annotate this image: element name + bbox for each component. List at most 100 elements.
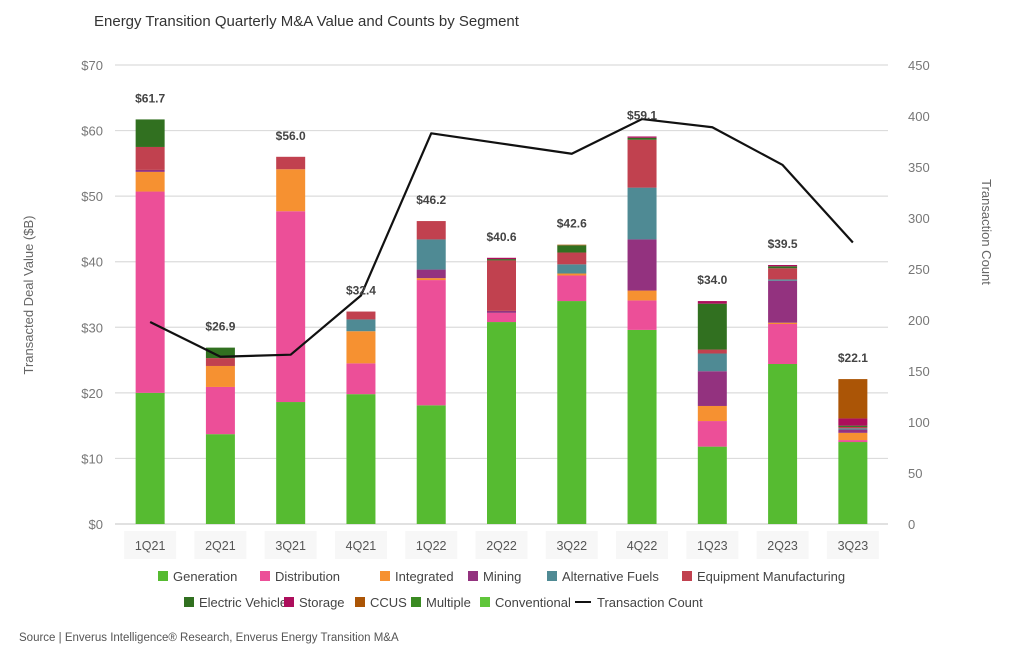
right-tick-label: 150 [908, 364, 930, 379]
bar-segment-alternative-fuels [768, 279, 798, 281]
bar-segment-storage [627, 136, 657, 138]
chart-title: Energy Transition Quarterly M&A Value an… [94, 13, 520, 30]
left-tick-label: $30 [81, 320, 103, 335]
legend-item: Electric Vehicles [184, 595, 294, 610]
right-tick-label: 350 [908, 160, 930, 175]
bar-segment-generation [838, 442, 868, 524]
bar-stack [346, 311, 376, 524]
legend-item: Alternative Fuels [547, 569, 659, 584]
right-axis-ticks: 0 50 100 150 200 250 300 350 400 450 [908, 58, 930, 532]
total-label: $40.6 [486, 230, 516, 244]
category-label: 4Q21 [346, 539, 377, 553]
legend-label: Electric Vehicles [199, 595, 294, 610]
right-tick-label: 450 [908, 58, 930, 73]
right-tick-label: 50 [908, 466, 922, 481]
bar-segment-integrated [627, 290, 657, 301]
total-labels: $61.7 $26.9 $56.0 $32.4 $46.2 $40.6 $42.6 $59.1… [135, 91, 868, 365]
bar-stack [627, 136, 657, 524]
category-label-bg [616, 531, 669, 559]
total-label: $34.0 [697, 273, 727, 287]
bar-segment-equipment-manufacturing [416, 221, 446, 240]
total-label: $46.2 [416, 193, 446, 207]
legend-swatch [158, 571, 168, 581]
bar-segment-distribution [346, 363, 376, 395]
bar-segment-integrated [557, 273, 587, 276]
legend-label: Generation [173, 569, 237, 584]
bar-segment-distribution [276, 211, 306, 403]
total-label: $39.5 [768, 237, 798, 251]
bar-segment-electric-vehicles [487, 259, 516, 261]
bar-segment-equipment-manufacturing [276, 156, 306, 170]
legend-label: Integrated [395, 569, 454, 584]
total-label: $22.1 [838, 351, 868, 365]
bar-stack [487, 257, 516, 524]
bar-segment-alternative-fuels [416, 239, 446, 270]
bar-segment-electric-vehicles [557, 245, 587, 253]
legend-label: Transaction Count [597, 595, 703, 610]
category-label-bg [686, 531, 739, 559]
bar-segment-mining [697, 371, 727, 406]
category-label-bg [405, 531, 458, 559]
bar-stack [768, 264, 798, 524]
category-label-bg [756, 531, 809, 559]
bar-segment-integrated [697, 405, 727, 422]
bar-segment-distribution [768, 324, 798, 365]
bar-segment-distribution [135, 191, 165, 393]
legend-label: Equipment Manufacturing [697, 569, 845, 584]
bar-segment-electric-vehicles [768, 266, 798, 269]
bar-segment-integrated [346, 331, 376, 364]
bar-segment-electric-vehicles [135, 119, 165, 147]
total-label: $42.6 [557, 217, 587, 231]
category-label-bg [124, 531, 177, 559]
category-labels: 1Q21 2Q21 3Q21 4Q21 1Q22 2Q22 3Q22 4Q22 1Q23 2Q23… [124, 531, 879, 559]
bar-segment-integrated [135, 171, 165, 192]
right-tick-label: 200 [908, 313, 930, 328]
left-tick-label: $20 [81, 386, 103, 401]
category-label-bg [475, 531, 528, 559]
bar-segment-generation [487, 322, 516, 524]
category-label: 1Q23 [697, 539, 728, 553]
left-tick-label: $0 [89, 517, 103, 532]
bar-segment-distribution [838, 440, 868, 443]
category-label-bg [264, 531, 317, 559]
bar-segment-alternative-fuels [346, 319, 376, 332]
legend-item: Integrated [380, 569, 454, 584]
bar-segment-generation [697, 446, 727, 524]
right-tick-label: 400 [908, 109, 930, 124]
legend-item: Conventional [480, 595, 571, 610]
legend-swatch [468, 571, 478, 581]
bar-segment-equipment-manufacturing [135, 146, 165, 170]
bars [135, 119, 868, 524]
bar-segment-storage [487, 257, 516, 260]
bar-segment-generation [135, 392, 165, 524]
bar-stack [135, 119, 165, 524]
left-tick-label: $60 [81, 124, 103, 139]
bar-stack [416, 221, 446, 524]
bar-stack [205, 347, 235, 524]
bar-segment-alternative-fuels [627, 187, 657, 240]
bar-segment-electric-vehicles [697, 303, 727, 350]
right-tick-label: 300 [908, 211, 930, 226]
legend-label: Conventional [495, 595, 571, 610]
bar-segment-ccus [557, 244, 587, 246]
legend-swatch [284, 597, 294, 607]
bar-segment-equipment-manufacturing [627, 139, 657, 188]
left-tick-label: $40 [81, 255, 103, 270]
legend-item: Transaction Count [575, 595, 703, 610]
bar-segment-electric-vehicles [205, 347, 235, 359]
category-label-bg [826, 531, 879, 559]
category-label: 2Q22 [486, 539, 517, 553]
right-axis-title: Transaction Count [979, 179, 994, 285]
bar-segment-integrated [276, 169, 306, 212]
source-note: Source | Enverus Intelligence® Research,… [19, 632, 399, 644]
legend-label: CCUS [370, 595, 407, 610]
bar-segment-generation [276, 402, 306, 524]
bar-stack [276, 156, 306, 524]
legend-label: Multiple [426, 595, 471, 610]
left-axis-ticks: $0 $10 $20 $30 $40 $50 $60 $70 [81, 58, 103, 532]
category-label: 3Q21 [275, 539, 306, 553]
bar-segment-distribution [697, 421, 727, 447]
bar-segment-mining [838, 429, 868, 433]
bar-stack [557, 244, 587, 524]
